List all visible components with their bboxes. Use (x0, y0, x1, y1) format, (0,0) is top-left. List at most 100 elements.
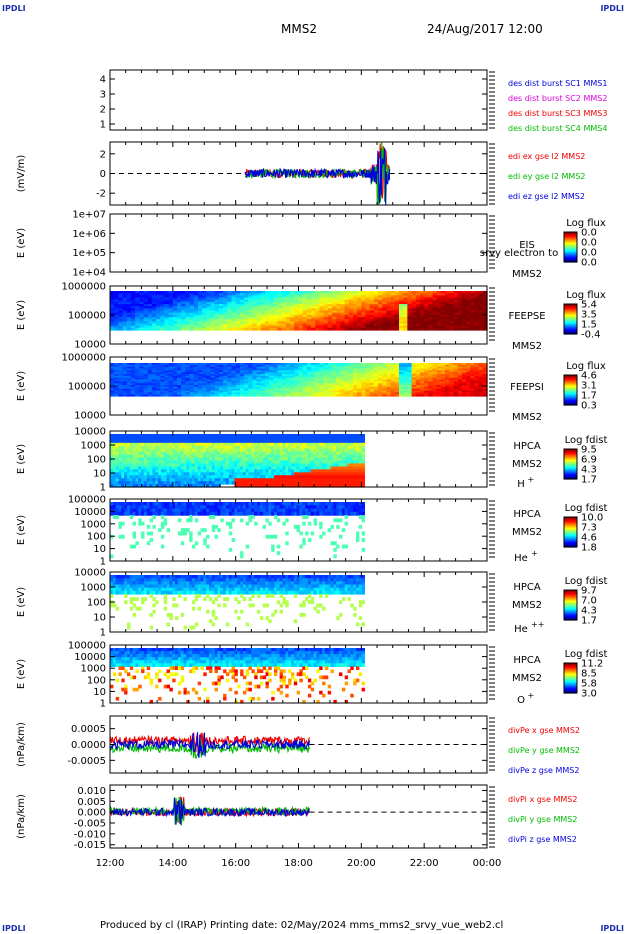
hpca-h-pixel (169, 460, 173, 464)
feepsi-pixel (143, 363, 149, 366)
feepse-pixel (394, 317, 400, 320)
feepse-pixel (235, 319, 241, 322)
feepse-pixel (407, 293, 413, 296)
hpca-h-pixel (138, 469, 142, 473)
feepse-pixel (265, 299, 270, 303)
feepse-pixel (302, 299, 308, 303)
feepse-pixel (122, 295, 128, 299)
feepsi-pixel (319, 363, 325, 366)
feepse-pixel (440, 308, 446, 312)
hpca-h-pixel (251, 463, 255, 467)
feepse-pixel (449, 314, 455, 318)
feepse-pixel (202, 304, 207, 307)
feepse-pixel (361, 304, 367, 307)
feepse-pixel (474, 310, 480, 314)
feepse-pixel (193, 323, 199, 327)
hpca-h-pixel (299, 460, 303, 464)
feepsi-pixel (227, 372, 233, 375)
feepse-pixel (466, 325, 471, 329)
hpca-h-pixel (172, 434, 176, 438)
feepse-pixel (315, 295, 321, 299)
hpca-h-pixel (163, 463, 168, 467)
feepse-cbar-frame (563, 303, 578, 335)
feepse-pixel (424, 312, 429, 316)
feepsi-pixel (348, 366, 354, 370)
feepse-pixel (482, 319, 488, 322)
feepse-pixel (399, 301, 404, 305)
hpca-h-pixel (141, 454, 145, 459)
feepse-pixel (378, 327, 383, 331)
hpca-h-pixel (223, 434, 227, 438)
feepsi-pixel (378, 377, 383, 381)
feepsi-pixel (206, 374, 212, 377)
feepsi-pixel (369, 372, 375, 375)
feepse-pixel (210, 312, 216, 316)
feepsi-pixel (256, 385, 262, 388)
feepse-pixel (336, 293, 341, 296)
feepse-pixel (147, 299, 153, 303)
feepse-pixel (361, 317, 367, 320)
hpca-h-pixel (257, 472, 261, 476)
feepsi-pixel (474, 388, 480, 392)
feepsi-pixel (239, 374, 245, 377)
feepsi-pixel (160, 363, 166, 366)
feepsi-pixel (281, 368, 287, 371)
feepsi-pixel (344, 370, 350, 373)
hpca-h-pixel (127, 463, 131, 467)
feepse-pixel (223, 314, 228, 318)
feepse-pixel (357, 299, 362, 303)
feepse-pixel (135, 327, 140, 331)
feepsi-pixel (440, 364, 446, 368)
hpca-h-pixel (124, 454, 128, 459)
feepsi-cbar-cell (564, 398, 577, 400)
feepsi-pixel (319, 368, 325, 371)
feepsi-cbar-label: 0.3 (581, 401, 597, 412)
hpca-h-pixel (282, 434, 286, 438)
feepsi-pixel (348, 377, 354, 381)
feepsi-pixel (151, 390, 157, 393)
feepse-pixel (252, 325, 258, 329)
feepsi-pixel (311, 370, 316, 373)
feepse-pixel (256, 293, 262, 296)
hpca-h-pixel (124, 439, 128, 444)
feepse-pixel (189, 301, 195, 305)
feepse-pixel (311, 312, 316, 316)
feepsi-pixel (474, 363, 480, 366)
hpca-h-pixel (228, 454, 233, 459)
hpca-h-pixel (279, 434, 283, 438)
feepsi-pixel (302, 392, 308, 395)
feepse-pixel (344, 306, 350, 309)
feepsi-pixel (373, 385, 379, 388)
feepse-pixel (235, 308, 241, 312)
feepsi-pixel (332, 390, 337, 393)
feepse-pixel (369, 291, 375, 294)
feepse-pixel (294, 304, 300, 307)
feepse-pixel (277, 312, 283, 316)
hpca-h-pixel (192, 457, 196, 462)
hpca-h-pixel (166, 434, 170, 438)
hpca-h-pixel (112, 478, 117, 482)
feepsi-pixel (306, 368, 312, 371)
feepse-pixel (390, 293, 396, 296)
feepse-pixel (110, 301, 115, 305)
hpca-h-pixel (254, 457, 258, 462)
feepse-pixel (449, 325, 455, 329)
hpca-h-pixel (180, 475, 185, 479)
feepse-pixel (411, 293, 417, 296)
feepse-pixel (156, 310, 161, 314)
feepse-pixel (457, 314, 463, 318)
feepse-pixel (294, 312, 300, 316)
hpca-h-pixel (194, 478, 199, 482)
hpca-h-pixel (127, 442, 131, 447)
hpca-h-pixel (271, 448, 275, 453)
hpca-h-pixel (206, 466, 210, 470)
feepsi-pixel (256, 390, 262, 393)
feepse-pixel (311, 327, 316, 331)
feepse-pixel (269, 314, 274, 318)
hpca-h-pixel (214, 448, 218, 453)
hpca-h-pixel (217, 439, 221, 444)
feepsi-pixel (420, 383, 425, 386)
feepse-pixel (306, 306, 312, 309)
feepse-pixel (344, 291, 350, 294)
feepse-pixel (440, 327, 446, 331)
